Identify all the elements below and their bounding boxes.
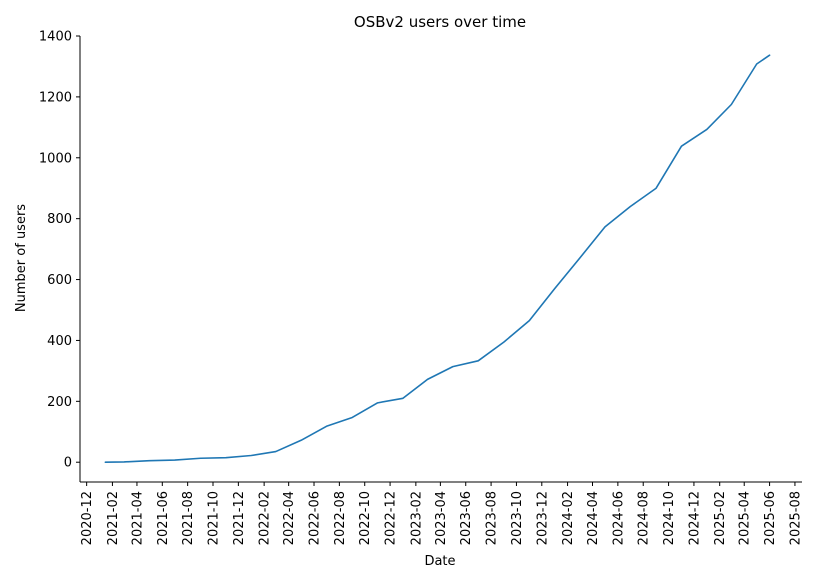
x-tick-label: 2022-06 (308, 491, 323, 545)
x-tick-label: 2025-08 (788, 491, 803, 545)
y-tick-label: 400 (47, 334, 72, 349)
x-tick-label: 2024-12 (687, 491, 702, 545)
x-tick-label: 2021-08 (181, 491, 196, 545)
x-tick-label: 2022-12 (384, 491, 399, 545)
y-tick-label: 600 (47, 273, 72, 288)
x-tick-label: 2021-06 (156, 491, 171, 545)
x-tick-label: 2021-10 (207, 491, 222, 545)
x-tick-label: 2021-12 (232, 491, 247, 545)
x-tick-label: 2023-12 (535, 491, 550, 545)
y-tick-label: 800 (47, 212, 72, 227)
x-tick-label: 2023-02 (409, 491, 424, 545)
x-tick-label: 2025-02 (713, 491, 728, 545)
x-tick-label: 2022-08 (333, 491, 348, 545)
x-tick-label: 2024-06 (611, 491, 626, 545)
x-tick-label: 2024-08 (637, 491, 652, 545)
y-tick-label: 0 (64, 456, 72, 471)
x-tick-label: 2023-06 (459, 491, 474, 545)
y-tick-label: 1400 (39, 30, 72, 45)
y-axis-label: Number of users (14, 204, 29, 312)
x-tick-label: 2024-04 (586, 491, 601, 545)
y-tick-label: 1000 (39, 151, 72, 166)
x-axis-label: Date (424, 554, 455, 569)
x-tick-label: 2023-08 (485, 491, 500, 545)
x-tick-label: 2021-04 (130, 491, 145, 545)
x-tick-label: 2024-02 (561, 491, 576, 545)
x-tick-label: 2024-10 (662, 491, 677, 545)
x-tick-label: 2022-04 (282, 491, 297, 545)
y-tick-label: 200 (47, 395, 72, 410)
x-tick-label: 2020-12 (80, 491, 95, 545)
x-tick-label: 2025-06 (763, 491, 778, 545)
x-tick-label: 2023-10 (510, 491, 525, 545)
x-tick-label: 2022-10 (358, 491, 373, 545)
x-tick-label: 2022-02 (258, 491, 273, 545)
y-tick-label: 1200 (39, 90, 72, 105)
x-tick-label: 2023-04 (434, 491, 449, 545)
chart-title: OSBv2 users over time (354, 13, 526, 31)
x-tick-label: 2025-04 (738, 491, 753, 545)
plot-area: 0 200 400 600 800 1000 1200 1400 2020-12 2021-02 2… (39, 30, 804, 546)
x-tick-label: 2021-02 (106, 491, 121, 545)
series-line (104, 54, 771, 464)
